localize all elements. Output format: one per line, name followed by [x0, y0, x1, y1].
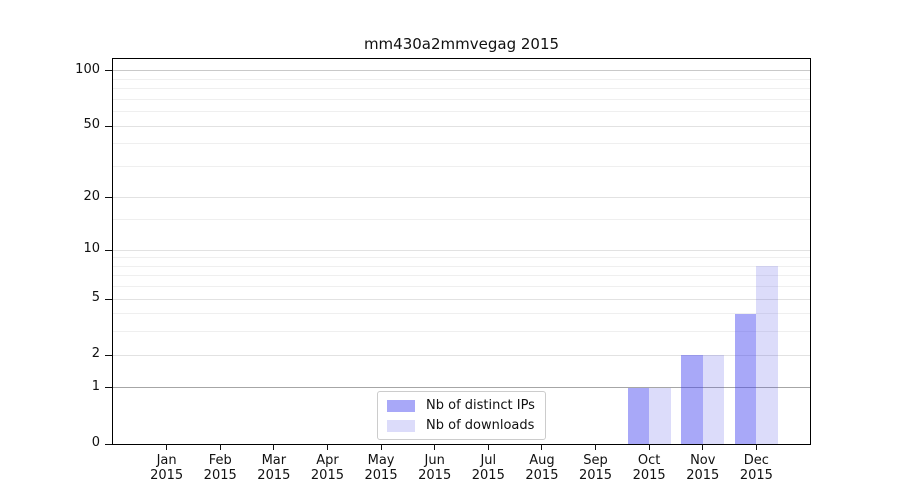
plot-area: Nb of distinct IPs Nb of downloads Jan 2… — [105, 58, 811, 483]
y-tick-mark — [105, 443, 112, 445]
legend-label-distinct-ips: Nb of distinct IPs — [426, 398, 535, 413]
legend-label-downloads: Nb of downloads — [426, 418, 535, 433]
bar-distinct-ips-oct — [627, 387, 650, 444]
y-gridline-minor — [113, 98, 810, 100]
legend-item-downloads: Nb of downloads — [387, 418, 535, 433]
x-tick-label: Nov 2015 — [686, 453, 720, 483]
x-tick-mark — [541, 444, 543, 450]
x-tick-mark — [648, 444, 650, 450]
y-gridline-minor — [113, 331, 810, 333]
y-gridline-minor — [113, 313, 810, 315]
bar-distinct-ips-dec — [734, 313, 757, 444]
y-tick-mark — [105, 125, 112, 127]
x-tick-label: Jul 2015 — [471, 453, 505, 483]
y-tick-mark — [105, 197, 112, 199]
x-tick-label: Dec 2015 — [739, 453, 773, 483]
x-tick-mark — [166, 444, 168, 450]
y-tick-label: 2 — [91, 346, 100, 362]
x-tick-mark — [702, 444, 704, 450]
y-tick-mark — [105, 70, 112, 72]
x-tick-mark — [219, 444, 221, 450]
y-gridline-minor — [113, 265, 810, 267]
y-gridline-minor — [113, 78, 810, 80]
x-tick-label: Aug 2015 — [525, 453, 559, 483]
legend-swatch-downloads — [387, 419, 415, 432]
bar-distinct-ips-nov — [681, 355, 703, 444]
x-tick-mark — [273, 444, 275, 450]
y-tick-label: 1 — [91, 378, 100, 394]
y-gridline-major — [113, 298, 810, 300]
x-tick-label: Apr 2015 — [310, 453, 344, 483]
y-tick-mark — [105, 354, 112, 356]
y-gridline-major — [113, 354, 810, 356]
x-tick-mark — [595, 444, 597, 450]
x-tick-label: May 2015 — [364, 453, 398, 483]
y-gridline-major — [113, 70, 810, 72]
y-gridline-minor — [113, 143, 810, 145]
y-gridline-minor — [113, 219, 810, 221]
x-tick-mark — [380, 444, 382, 450]
x-tick-label: Sep 2015 — [578, 453, 613, 483]
x-tick-label: Feb 2015 — [203, 453, 237, 483]
y-gridline-major — [113, 125, 810, 127]
x-tick-mark — [487, 444, 489, 450]
y-gridline-major — [113, 249, 810, 251]
y-tick-label: 50 — [83, 117, 100, 133]
y-tick-label: 5 — [91, 290, 100, 306]
chart-title: mm430a2mmvegag 2015 — [363, 35, 560, 53]
x-tick-mark — [434, 444, 436, 450]
legend-item-distinct-ips: Nb of distinct IPs — [387, 398, 535, 413]
x-tick-label: Jan 2015 — [150, 453, 184, 483]
y-tick-mark — [105, 298, 112, 300]
y-gridline-major — [113, 197, 810, 199]
bar-downloads-oct — [649, 387, 671, 444]
y-axis-labels: 0 1 2 5 10 20 50 100 — [0, 58, 100, 450]
y-tick-label: 10 — [83, 241, 100, 257]
x-tick-label: Mar 2015 — [257, 453, 291, 483]
y-gridline-minor — [113, 257, 810, 259]
y-tick-label: 20 — [83, 188, 100, 204]
x-tick-mark — [326, 444, 328, 450]
y-tick-label: 100 — [75, 61, 100, 77]
legend: Nb of distinct IPs Nb of downloads — [377, 391, 546, 440]
bar-downloads-nov — [702, 355, 725, 444]
y-gridline-minor — [113, 286, 810, 288]
x-tick-label: Oct 2015 — [632, 453, 666, 483]
y-gridline-major — [113, 387, 810, 389]
y-tick-label: 0 — [91, 435, 100, 450]
legend-swatch-distinct-ips — [387, 399, 415, 412]
y-gridline-minor — [113, 165, 810, 167]
y-gridline-minor — [113, 275, 810, 277]
x-tick-mark — [755, 444, 757, 450]
y-tick-mark — [105, 249, 112, 251]
bar-downloads-dec — [756, 266, 778, 444]
y-tick-mark — [105, 387, 112, 389]
y-gridline-minor — [113, 111, 810, 113]
x-tick-label: Jun 2015 — [418, 453, 452, 483]
y-gridline-minor — [113, 88, 810, 90]
